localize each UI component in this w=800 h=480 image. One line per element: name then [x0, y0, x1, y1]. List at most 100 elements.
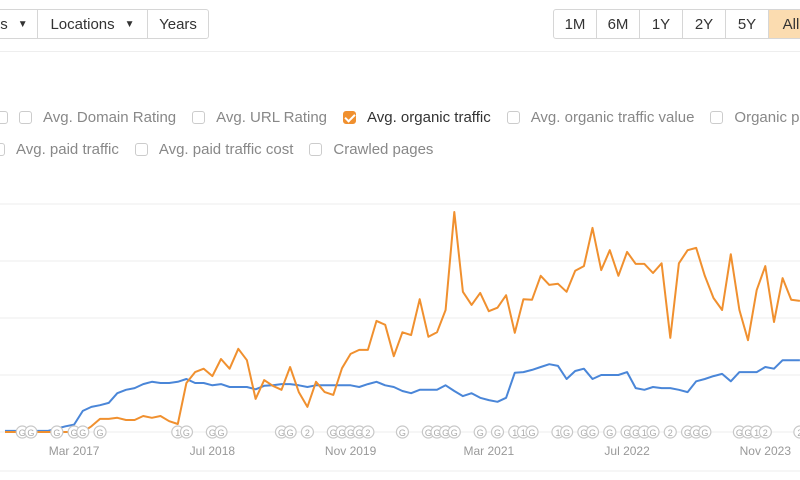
annotation-marker-icon: [76, 425, 90, 439]
range-button-all[interactable]: All: [769, 10, 800, 38]
annotation-glyph: G: [745, 428, 752, 438]
checkbox-icon[interactable]: [710, 111, 724, 124]
metric-checkbox-avg-domain-rating[interactable]: Avg. Domain Rating: [19, 109, 176, 126]
annotation-glyph: G: [278, 428, 285, 438]
metric-label: Organic pag: [734, 109, 800, 126]
annotation-glyph: 1: [754, 428, 759, 438]
annotation-glyph: G: [701, 428, 708, 438]
checkbox-icon[interactable]: [506, 111, 520, 124]
annotation-marker-icon: [50, 425, 64, 439]
x-tick-label: Nov 2023: [740, 444, 792, 458]
annotation-marker-icon: [525, 425, 539, 439]
annotation-marker-icon: [646, 425, 660, 439]
annotation-glyph: G: [71, 428, 78, 438]
years-button[interactable]: Years: [159, 15, 197, 33]
checkbox-icon[interactable]: [19, 111, 32, 124]
metric-checkbox-avg-paid-traffic-cost[interactable]: Avg. paid traffic cost: [134, 141, 294, 158]
annotation-glyph: G: [183, 428, 190, 438]
annotation-glyph: G: [684, 428, 691, 438]
range-button-6m[interactable]: 6M: [597, 10, 640, 38]
locations-dropdown[interactable]: Locations ▼: [38, 10, 148, 38]
annotation-glyph: 1: [521, 428, 526, 438]
checkbox-icon[interactable]: [0, 143, 5, 156]
annotation-marker-icon: [663, 425, 677, 439]
annotation-glyph: G: [494, 428, 501, 438]
annotation-glyph: 2: [365, 428, 370, 438]
annotation-glyph: G: [399, 428, 406, 438]
annotation-glyph: G: [330, 428, 337, 438]
checkbox-checked-icon[interactable]: [343, 111, 357, 124]
annotation-glyph: G: [563, 428, 570, 438]
metric-checkbox-avg-organic-traffic[interactable]: Avg. organic traffic: [343, 109, 491, 126]
checkbox-icon[interactable]: [309, 143, 323, 156]
caret-down-icon: ▼: [17, 18, 28, 30]
annotation-glyph: G: [606, 428, 613, 438]
metric-label: Avg. URL Rating: [216, 109, 328, 126]
annotation-glyph: G: [53, 428, 60, 438]
annotation-glyph: G: [425, 428, 432, 438]
x-tick-label: Jul 2022: [604, 444, 650, 458]
annotation-marker-icon: [603, 425, 617, 439]
metric-label: Avg. organic traffic value: [530, 109, 695, 126]
annotation-glyph: 2: [668, 428, 673, 438]
annotation-glyph: G: [589, 428, 596, 438]
x-tick-label: Nov 2019: [325, 444, 377, 458]
filter-button-group: s ▼ Locations ▼ Years: [0, 9, 209, 39]
annotation-glyph: G: [217, 428, 224, 438]
metric-checkbox-avg-url-rating[interactable]: Avg. URL Rating: [192, 109, 327, 126]
divider: [0, 51, 800, 52]
metric-checkbox-avg-paid-traffic[interactable]: Avg. paid traffic: [0, 141, 119, 158]
filter-dropdown-first[interactable]: s ▼: [0, 10, 38, 38]
metric-checkbox-organic-pag[interactable]: Organic pag: [710, 109, 800, 126]
annotation-marker-icon: [585, 425, 600, 439]
annotation-glyph: G: [649, 428, 656, 438]
annotation-glyph: G: [287, 428, 294, 438]
annotation-glyph: 1: [512, 428, 517, 438]
annotation-glyph: G: [736, 428, 743, 438]
annotation-glyph: 2: [763, 428, 768, 438]
annotation-marker-icon: [300, 425, 314, 439]
annotation-marker-icon: [473, 425, 487, 439]
range-button-2y[interactable]: 2Y: [683, 10, 726, 38]
metric-checkbox-hidden[interactable]: [0, 111, 19, 124]
metric-checkbox-avg-organic-traffic-value[interactable]: Avg. organic traffic value: [506, 109, 695, 126]
annotation-marker-icon: [758, 425, 772, 439]
annotation-glyph: G: [433, 428, 440, 438]
annotation-glyph: G: [27, 428, 34, 438]
range-button-5y[interactable]: 5Y: [726, 10, 769, 38]
annotation-marker-icon: [214, 425, 228, 439]
annotation-glyph: G: [632, 428, 639, 438]
metric-checkbox-crawled-pages[interactable]: Crawled pages: [309, 141, 433, 158]
annotation-glyph: G: [97, 428, 104, 438]
annotation-marker-icon: [24, 425, 38, 439]
annotation-glyph: G: [338, 428, 345, 438]
x-tick-label: Jul 2018: [190, 444, 236, 458]
annotation-marker-icon: [490, 425, 505, 439]
metric-label: Crawled pages: [333, 141, 434, 158]
metric-label: Avg. Domain Rating: [43, 109, 177, 126]
series-line-secondary: [5, 359, 800, 432]
annotation-glyph: 1: [642, 428, 647, 438]
metric-label: Avg. organic traffic: [367, 109, 491, 126]
annotation-glyph: G: [451, 428, 458, 438]
annotation-marker-icon: [395, 425, 410, 439]
annotation-marker-icon: [361, 425, 375, 439]
metric-label: Avg. paid traffic: [16, 141, 119, 158]
x-tick-label: Mar 2017: [49, 444, 100, 458]
annotation-marker-icon: [179, 425, 194, 439]
annotation-glyph: G: [209, 428, 216, 438]
annotation-marker-icon: [283, 425, 297, 439]
range-button-1y[interactable]: 1Y: [640, 10, 683, 38]
metric-label: Avg. paid traffic cost: [158, 141, 294, 158]
checkbox-icon[interactable]: [0, 111, 8, 124]
annotation-marker-icon: [93, 425, 107, 439]
x-tick-label: Mar 2021: [463, 444, 514, 458]
range-button-1m[interactable]: 1M: [554, 10, 597, 38]
annotation-marker-icon: [698, 425, 712, 439]
annotation-glyph: G: [624, 428, 631, 438]
checkbox-icon[interactable]: [192, 111, 206, 124]
checkbox-icon[interactable]: [134, 143, 148, 156]
annotation-glyph: G: [693, 428, 700, 438]
annotation-glyph: G: [580, 428, 587, 438]
